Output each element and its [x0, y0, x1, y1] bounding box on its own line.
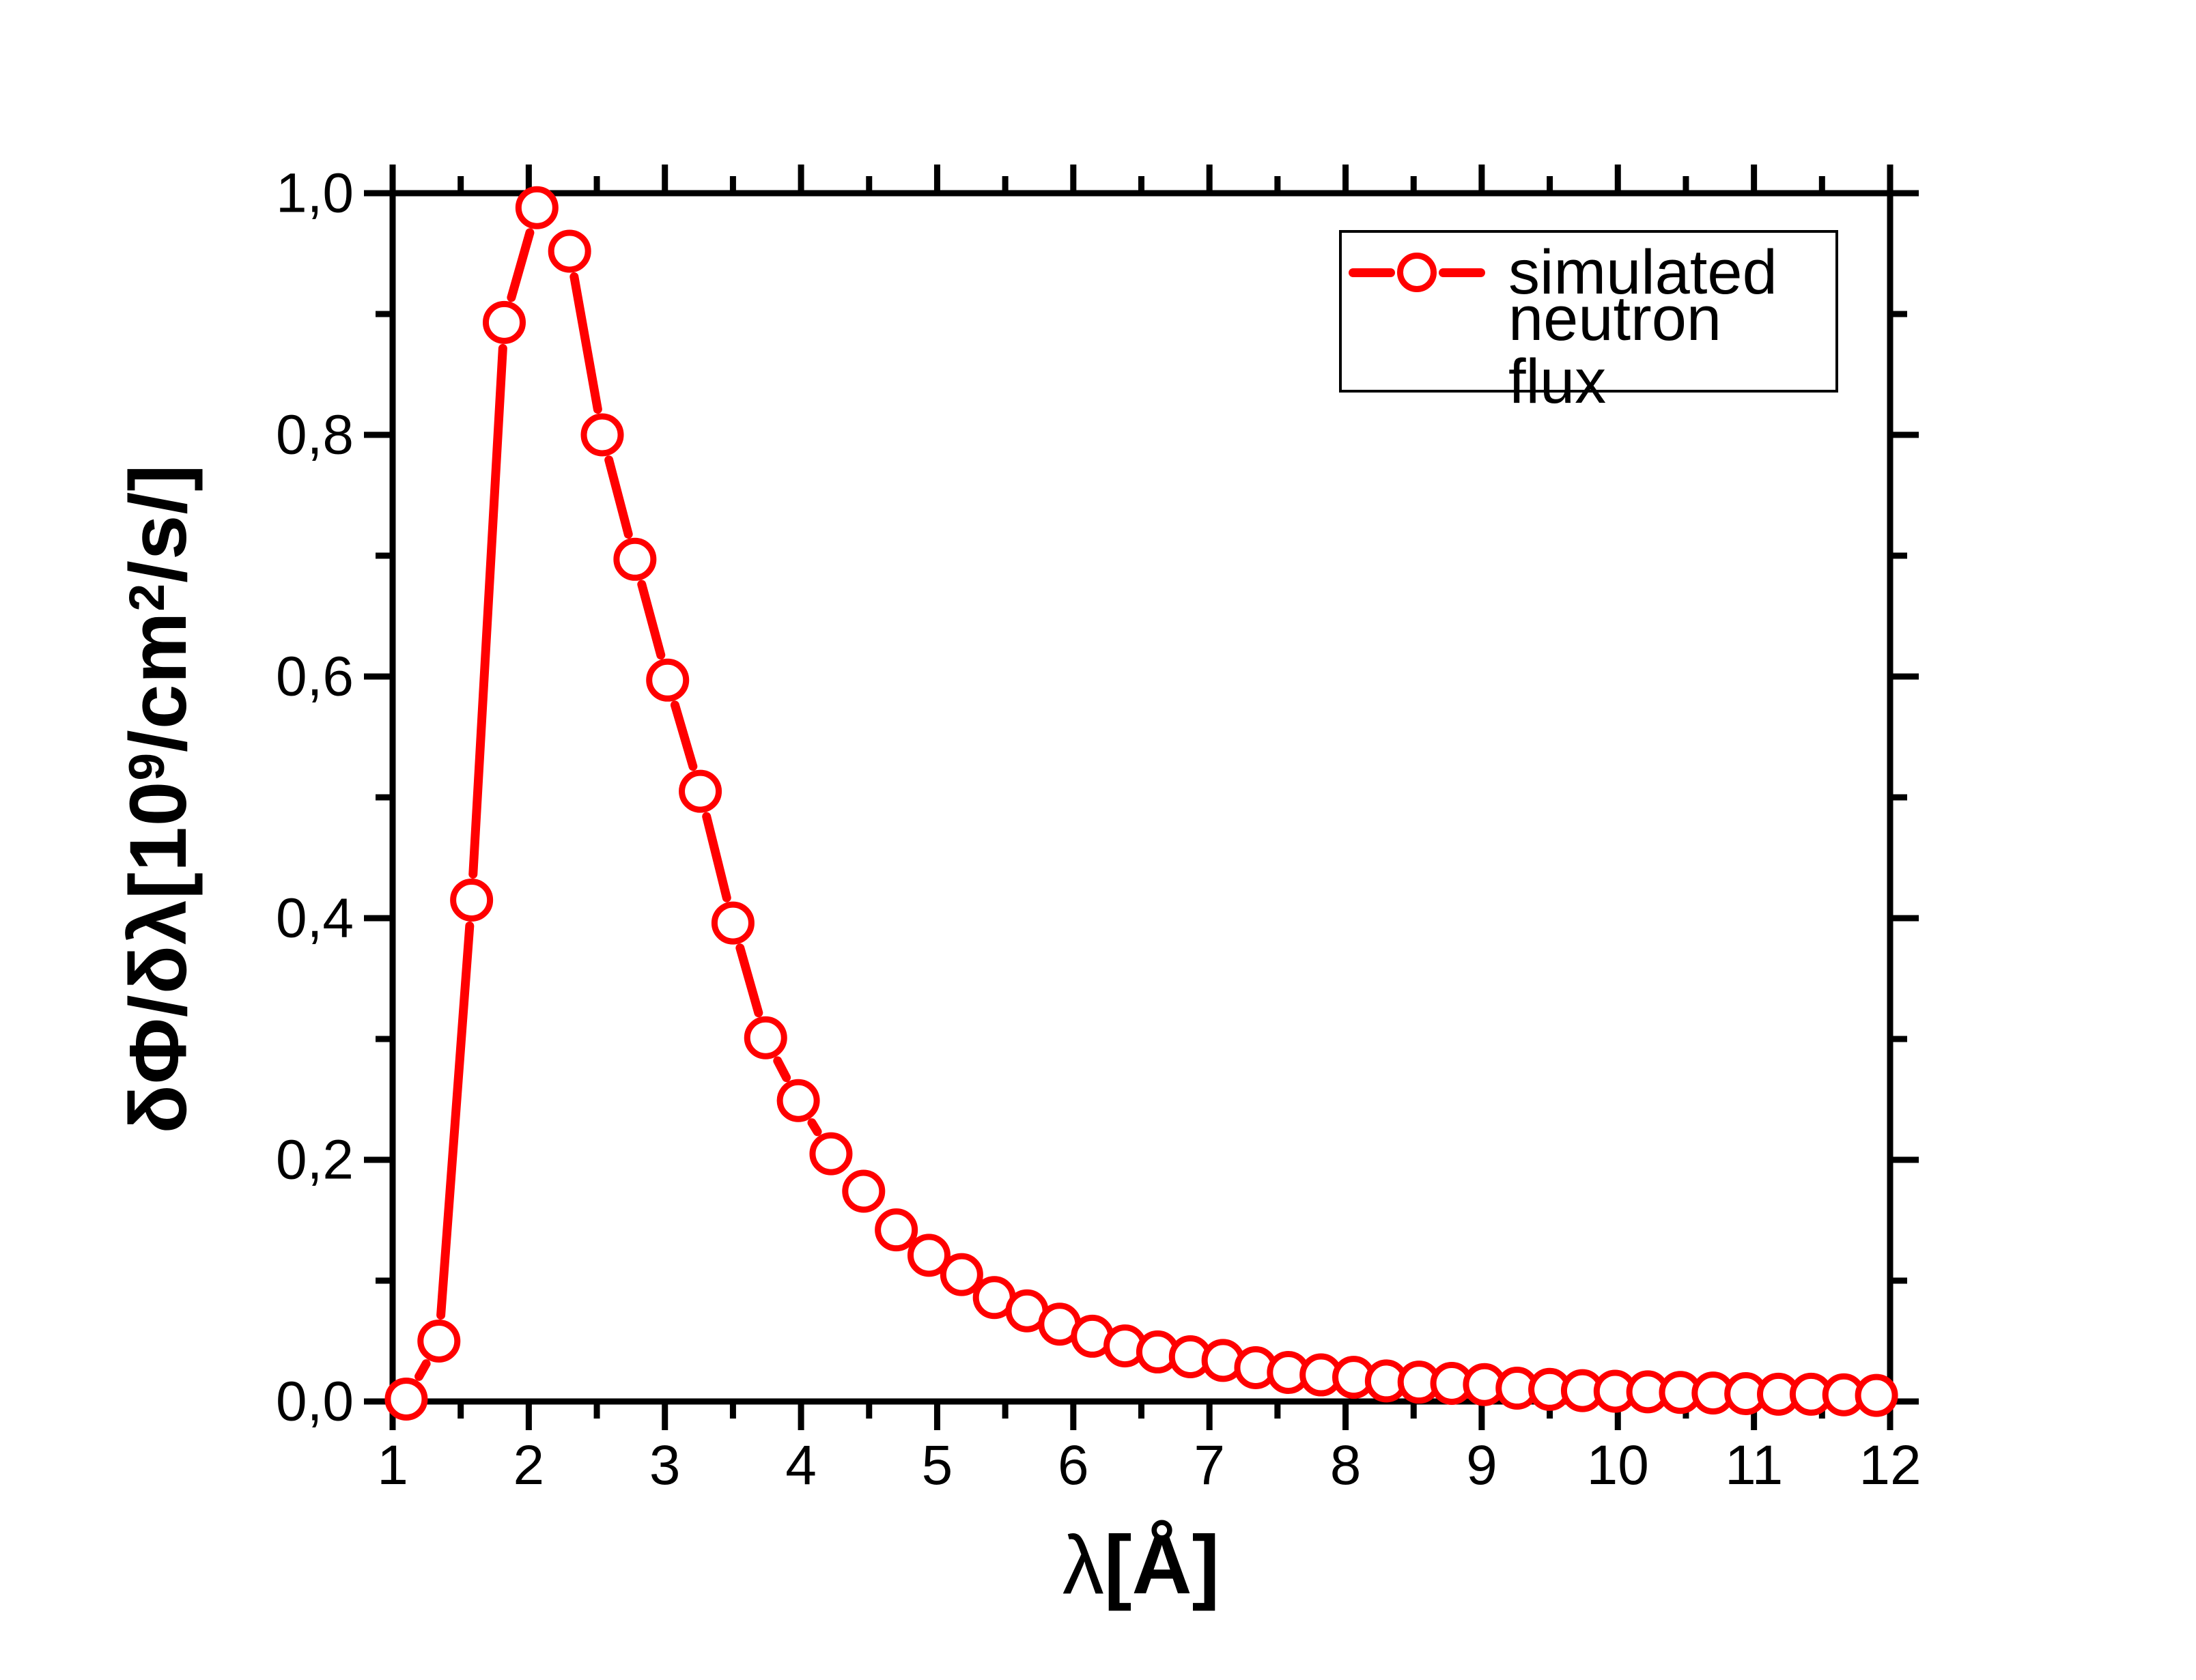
- x-tick-label: 8: [1330, 1434, 1362, 1496]
- series-line-segment: [670, 700, 698, 771]
- legend-series-symbol: [1349, 253, 1493, 292]
- x-tick-label: 1: [377, 1434, 408, 1496]
- x-axis-title: λ[Å]: [1062, 1517, 1220, 1612]
- data-point-marker: [776, 1079, 820, 1122]
- y-tick-label: 0,2: [276, 1129, 354, 1191]
- data-point-marker: [450, 878, 494, 922]
- y-tick-label: 0,0: [276, 1371, 354, 1433]
- series-line-segment: [773, 1056, 791, 1083]
- data-point-marker: [1855, 1373, 1898, 1417]
- x-tick-label: 10: [1587, 1434, 1649, 1496]
- series-line-segment: [414, 1359, 431, 1381]
- y-axis-title-superscript-2: 2: [119, 582, 175, 612]
- x-axis-title-lambda: λ: [1062, 1518, 1104, 1611]
- legend-label-line1: simulated: [1508, 238, 1777, 307]
- x-axis-title-unit: [Å]: [1103, 1518, 1220, 1611]
- series-line-segment: [507, 228, 535, 302]
- x-tick-label: 5: [922, 1434, 953, 1496]
- series-line-segment: [702, 812, 731, 902]
- data-point-marker: [679, 769, 722, 813]
- x-tick-label: 3: [649, 1434, 681, 1496]
- data-point-marker: [515, 186, 559, 229]
- y-tick-label: 0,6: [276, 646, 354, 708]
- y-axis-title-text: δΦ/δλ[10: [113, 780, 203, 1134]
- series-line-segment: [637, 580, 666, 660]
- data-point-marker: [940, 1253, 983, 1296]
- legend-open-circle-marker-icon: [1397, 253, 1437, 292]
- x-tick-label: 4: [785, 1434, 817, 1496]
- y-axis-title: δΦ/δλ[109/cm2/s/]: [112, 464, 205, 1133]
- y-axis-title-text: /cm: [113, 611, 203, 752]
- series-line-segment: [604, 455, 633, 539]
- axes-frame: [364, 165, 1919, 1430]
- x-tick-label: 6: [1058, 1434, 1089, 1496]
- legend-entry-continuation: neutron flux: [1349, 287, 1835, 413]
- data-point-marker: [580, 413, 624, 457]
- data-point-marker: [646, 658, 690, 702]
- y-axis-title-text: /s/]: [113, 464, 203, 583]
- x-tick-label: 11: [1725, 1434, 1783, 1496]
- series-line-segment: [468, 343, 507, 879]
- y-tick-label: 0,4: [276, 887, 354, 950]
- data-point-marker: [384, 1377, 428, 1421]
- legend-line-dash-icon: [1349, 268, 1395, 277]
- data-point-marker: [548, 229, 591, 273]
- y-tick-label: 0,8: [276, 404, 354, 466]
- data-point-marker: [809, 1132, 853, 1176]
- x-tick-label: 7: [1194, 1434, 1225, 1496]
- series-line-segment: [569, 272, 602, 414]
- series-line: [414, 228, 822, 1381]
- series-line-segment: [436, 921, 475, 1320]
- data-point-marker: [417, 1320, 461, 1363]
- series-markers: [384, 186, 1898, 1421]
- legend-label-line2: neutron flux: [1508, 284, 1722, 416]
- legend-line-dash-icon: [1439, 268, 1485, 277]
- x-tick-label: 9: [1466, 1434, 1497, 1496]
- legend-entry: simulated: [1349, 233, 1835, 311]
- data-point-marker: [711, 901, 755, 945]
- data-point-marker: [842, 1169, 886, 1213]
- data-point-marker: [482, 300, 526, 344]
- x-tick-label: 12: [1859, 1434, 1921, 1496]
- tick-labels: 1 2 3 4 5 6 7 8 9 10 11 120,00,20,40,60,81,0: [276, 162, 1922, 1497]
- series-line-segment: [807, 1118, 822, 1137]
- x-tick-label: 2: [513, 1434, 545, 1496]
- data-point-marker: [613, 537, 657, 581]
- data-point-marker: [875, 1208, 918, 1252]
- data-point-marker: [744, 1016, 787, 1059]
- y-tick-label: 1,0: [276, 162, 354, 225]
- data-point-marker: [907, 1234, 951, 1277]
- series-line-segment: [735, 943, 763, 1018]
- legend: simulated neutron flux: [1339, 230, 1838, 413]
- y-axis-title-superscript-9: 9: [119, 752, 175, 781]
